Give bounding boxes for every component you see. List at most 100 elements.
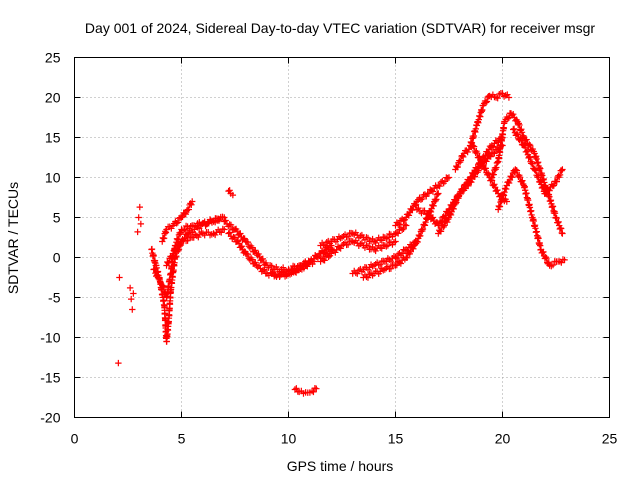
data-point (396, 221, 403, 228)
data-point (524, 147, 531, 155)
data-point (364, 234, 372, 242)
data-point (151, 265, 158, 273)
data-point (248, 244, 256, 251)
data-point (430, 202, 437, 210)
data-point (259, 255, 267, 263)
data-point (432, 197, 439, 204)
data-point (460, 186, 467, 193)
data-point (535, 174, 542, 181)
data-point (505, 94, 513, 101)
data-point (543, 254, 550, 262)
data-point (363, 242, 370, 249)
data-point (231, 234, 238, 241)
data-point (441, 222, 448, 229)
data-point (400, 225, 407, 233)
data-point (540, 248, 547, 256)
data-point (366, 271, 373, 278)
data-point (542, 190, 549, 197)
data-point (444, 174, 451, 182)
data-point (313, 385, 320, 392)
y-tick-label: 0 (53, 250, 61, 266)
x-tick-label: 0 (71, 431, 79, 447)
data-point (505, 179, 513, 187)
data-point (293, 385, 300, 392)
data-point (538, 184, 546, 192)
data-point (426, 211, 433, 219)
data-point (411, 202, 419, 209)
data-point (130, 290, 137, 297)
data-point (519, 177, 526, 184)
data-point (523, 148, 530, 155)
data-point (159, 283, 167, 290)
data-point (557, 225, 565, 232)
data-point (422, 218, 429, 226)
data-point (454, 163, 461, 171)
data-point (383, 235, 390, 242)
data-point (241, 235, 248, 242)
data-point (314, 254, 322, 261)
data-point (555, 218, 562, 226)
data-point (370, 238, 378, 245)
data-point (323, 239, 330, 246)
data-point (532, 167, 540, 174)
data-point (226, 187, 233, 194)
data-point (156, 276, 163, 284)
data-point (403, 222, 410, 229)
data-point (518, 137, 525, 144)
data-point (188, 201, 195, 208)
data-point (310, 258, 318, 265)
data-point (392, 254, 399, 261)
data-marks (115, 90, 568, 397)
data-point (531, 166, 538, 173)
data-point (491, 150, 498, 157)
data-point (344, 233, 352, 240)
data-point (433, 191, 441, 199)
data-point (268, 262, 275, 270)
data-point (474, 165, 481, 172)
data-point (398, 226, 406, 233)
data-point (470, 170, 478, 178)
data-point (304, 263, 311, 270)
data-point (529, 160, 536, 168)
data-point (384, 234, 392, 241)
data-point (489, 143, 497, 150)
data-point (266, 262, 274, 269)
data-point (559, 230, 566, 237)
data-point (421, 207, 428, 214)
data-point (509, 174, 516, 181)
data-point (436, 182, 443, 190)
data-point (479, 159, 486, 166)
data-point (545, 259, 553, 266)
grid-lines (74, 57, 610, 418)
data-point (116, 274, 123, 281)
data-point (160, 235, 168, 242)
data-point (491, 181, 498, 188)
x-tick-label: 20 (495, 431, 511, 447)
data-point (444, 218, 451, 226)
y-axis-label: SDTVAR / TECUs (5, 182, 21, 294)
data-point (325, 253, 332, 261)
data-point (378, 245, 385, 252)
data-point (128, 295, 135, 303)
data-point (433, 196, 440, 203)
data-point (221, 226, 228, 233)
x-tick-label: 10 (281, 431, 297, 447)
data-point (383, 243, 390, 250)
data-point (308, 387, 316, 395)
data-point (476, 153, 483, 160)
data-point (526, 154, 534, 161)
data-point (487, 153, 494, 160)
data-point (410, 245, 417, 253)
data-point (184, 237, 191, 244)
data-point (172, 248, 179, 255)
data-point (505, 114, 513, 121)
data-point (415, 231, 423, 239)
data-point (452, 200, 459, 207)
data-point (398, 250, 406, 257)
data-point (218, 229, 225, 236)
data-point (457, 157, 465, 164)
plot-frame (74, 57, 610, 418)
data-point (173, 220, 180, 227)
data-point (516, 173, 524, 181)
data-point (526, 141, 533, 148)
